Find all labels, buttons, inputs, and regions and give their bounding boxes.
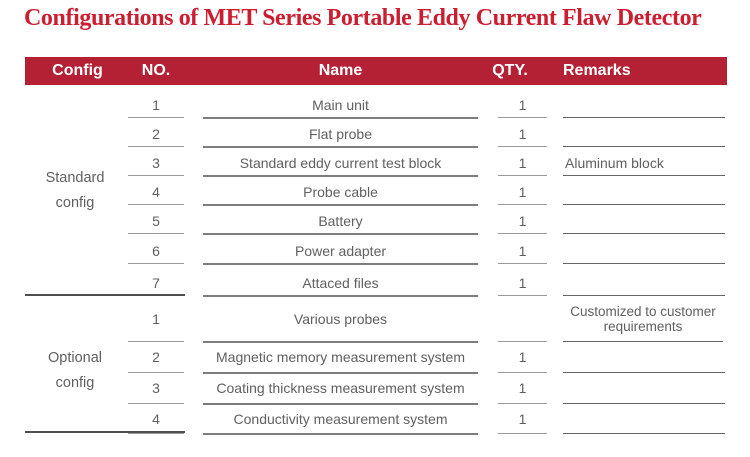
no-cell: 5	[128, 209, 184, 234]
qty-cell: 1	[498, 209, 547, 234]
col-header-remarks: Remarks	[563, 62, 631, 79]
col-header-name: Name	[318, 62, 363, 79]
section-divider	[25, 294, 185, 296]
qty-cell: 1	[498, 342, 547, 373]
no-cell: 4	[128, 404, 184, 434]
name-cell: Probe cable	[203, 180, 478, 206]
qty-cell	[498, 296, 547, 342]
no-cell: 7	[128, 271, 184, 296]
page-title: Configurations of MET Series Portable Ed…	[24, 5, 702, 31]
no-cell: 4	[128, 180, 184, 205]
remarks-cell	[563, 93, 725, 118]
remarks-cell	[563, 122, 725, 147]
name-cell: Coating thickness measurement system	[203, 373, 478, 405]
col-header-config: Config	[52, 62, 103, 79]
remarks-cell: Customized to customer requirements	[563, 296, 723, 342]
remarks-cell	[563, 342, 725, 373]
qty-cell: 1	[498, 180, 547, 205]
remarks-cell	[563, 271, 725, 296]
name-cell: Conductivity measurement system	[203, 404, 478, 435]
no-cell: 3	[128, 151, 184, 176]
name-cell: Flat probe	[203, 122, 478, 148]
col-header-no: NO.	[141, 62, 171, 79]
remarks-cell	[563, 404, 725, 434]
name-cell: Standard eddy current test block	[203, 151, 478, 177]
qty-cell: 1	[498, 93, 547, 118]
qty-cell: 1	[498, 239, 547, 264]
no-cell: 1	[128, 93, 184, 118]
name-cell: Attaced files	[203, 271, 478, 297]
qty-cell: 1	[498, 271, 547, 296]
name-cell: Various probes	[203, 296, 478, 343]
col-header-qty: QTY.	[492, 62, 528, 79]
table-bottom-divider	[25, 431, 185, 433]
remarks-cell: Aluminum block	[563, 151, 725, 176]
name-cell: Main unit	[203, 93, 478, 119]
name-cell: Magnetic memory measurement system	[203, 342, 478, 374]
remarks-cell	[563, 209, 725, 234]
qty-cell: 1	[498, 373, 547, 404]
section-label-optional: Optional config	[47, 350, 102, 391]
qty-cell: 1	[498, 151, 547, 176]
qty-cell: 1	[498, 404, 547, 434]
no-cell: 6	[128, 239, 184, 264]
remarks-cell	[563, 180, 725, 205]
section-label-standard: Standard config	[45, 170, 105, 211]
no-cell: 2	[128, 342, 184, 373]
remarks-cell	[563, 239, 725, 264]
name-cell: Battery	[203, 209, 478, 235]
qty-cell: 1	[498, 122, 547, 147]
name-cell: Power adapter	[203, 239, 478, 265]
remarks-cell	[563, 373, 725, 404]
no-cell: 1	[128, 296, 184, 342]
no-cell: 2	[128, 122, 184, 147]
table-header: Config NO. Name QTY. Remarks	[25, 57, 727, 85]
no-cell: 3	[128, 373, 184, 404]
